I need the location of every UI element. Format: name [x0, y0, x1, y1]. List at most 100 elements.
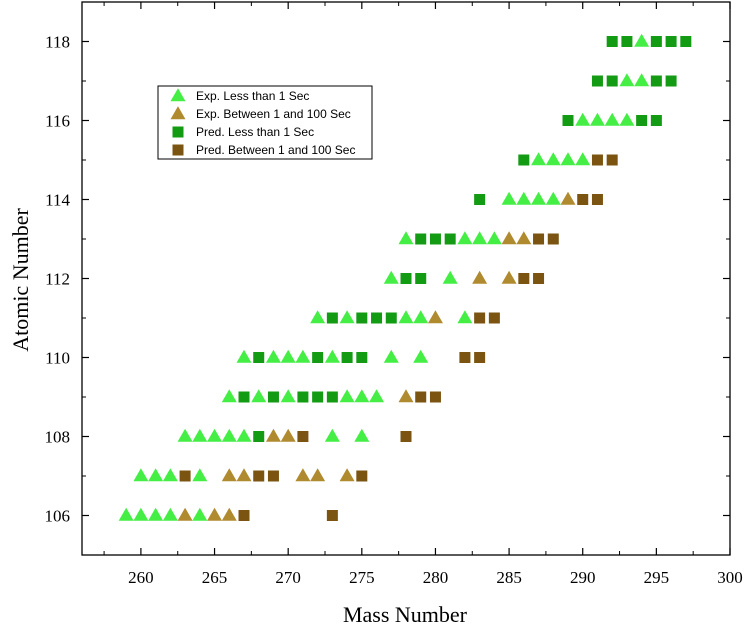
data-point	[162, 468, 178, 482]
data-point	[236, 468, 252, 482]
data-point	[472, 231, 488, 245]
y-tick-label: 118	[45, 33, 70, 52]
data-point	[324, 428, 340, 442]
data-point	[339, 310, 355, 324]
data-point	[280, 349, 296, 363]
data-point	[518, 273, 530, 284]
data-point	[591, 154, 603, 166]
data-point	[634, 33, 650, 47]
data-point	[545, 152, 561, 166]
y-tick-label: 116	[45, 112, 70, 131]
x-tick-label: 295	[644, 568, 670, 587]
data-point	[236, 428, 252, 442]
data-point	[577, 194, 589, 205]
data-point	[251, 389, 267, 403]
data-point	[575, 112, 591, 126]
x-tick-label: 280	[423, 568, 449, 587]
data-point	[371, 312, 383, 324]
y-tick-label: 108	[45, 428, 71, 447]
data-point	[488, 312, 500, 324]
data-point	[326, 391, 338, 403]
data-point	[650, 75, 662, 87]
data-point	[680, 36, 692, 47]
data-point	[267, 470, 279, 482]
data-point	[280, 389, 296, 403]
data-point	[385, 312, 397, 324]
data-point	[621, 36, 633, 47]
data-point	[427, 310, 443, 324]
x-tick-label: 300	[717, 568, 743, 587]
legend-box	[157, 85, 373, 160]
legend-label: Exp. Less than 1 Sec	[196, 89, 309, 103]
data-point	[474, 352, 486, 363]
data-point	[533, 233, 545, 245]
data-point	[207, 428, 223, 442]
data-point	[442, 270, 458, 284]
data-point	[356, 470, 368, 482]
data-point	[162, 507, 178, 521]
data-point	[341, 352, 353, 363]
legend-marker	[172, 126, 184, 138]
data-point	[531, 152, 547, 166]
legend-label: Pred. Less than 1 Sec	[196, 125, 314, 139]
series-2	[238, 36, 692, 442]
x-tick-label: 275	[349, 568, 375, 587]
data-point	[236, 349, 252, 363]
data-point	[221, 507, 237, 521]
data-point	[604, 112, 620, 126]
data-point	[474, 194, 486, 205]
data-point	[560, 152, 576, 166]
data-point	[238, 510, 250, 521]
legend-marker	[170, 88, 186, 102]
data-point	[619, 73, 635, 87]
y-axis-title: Atomic Number	[8, 208, 33, 352]
data-point	[429, 233, 441, 245]
data-point	[650, 115, 662, 126]
data-point	[501, 270, 517, 284]
data-point	[221, 428, 237, 442]
data-point	[356, 312, 368, 324]
data-point	[339, 468, 355, 482]
legend-marker	[170, 106, 186, 120]
data-point	[326, 312, 338, 324]
data-point	[486, 231, 502, 245]
data-point	[179, 470, 191, 482]
data-point	[413, 349, 429, 363]
data-point	[253, 470, 265, 482]
data-point	[398, 389, 414, 403]
data-point	[354, 389, 370, 403]
data-point	[148, 468, 164, 482]
data-point	[560, 191, 576, 205]
data-point	[354, 428, 370, 442]
data-point	[619, 112, 635, 126]
data-point	[383, 349, 399, 363]
data-point	[400, 273, 412, 284]
data-point	[238, 391, 250, 403]
legend-marker	[172, 144, 184, 156]
data-point	[398, 310, 414, 324]
data-point	[518, 154, 530, 166]
x-tick-label: 285	[496, 568, 522, 587]
data-point	[339, 389, 355, 403]
data-point	[591, 75, 603, 87]
data-point	[591, 194, 603, 205]
data-point	[312, 352, 324, 363]
data-point	[516, 191, 532, 205]
data-point	[192, 428, 208, 442]
data-point	[501, 231, 517, 245]
data-point	[415, 391, 427, 403]
series-3	[179, 154, 618, 521]
data-point	[312, 391, 324, 403]
data-point	[297, 391, 309, 403]
data-point	[415, 233, 427, 245]
data-point	[177, 428, 193, 442]
data-point	[310, 310, 326, 324]
data-point	[324, 349, 340, 363]
data-point	[459, 352, 471, 363]
legend-label: Exp. Between 1 and 100 Sec	[196, 107, 351, 121]
data-point	[310, 468, 326, 482]
x-tick-label: 290	[570, 568, 596, 587]
data-point	[133, 507, 149, 521]
data-point	[533, 273, 545, 284]
y-tick-label: 112	[45, 270, 70, 289]
